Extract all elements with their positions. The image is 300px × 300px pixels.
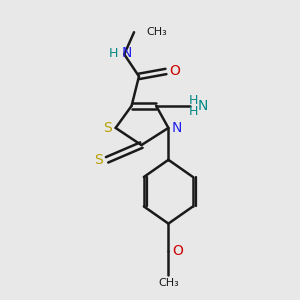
Text: S: S xyxy=(94,153,103,167)
Text: O: O xyxy=(169,64,180,79)
Text: N: N xyxy=(172,121,182,135)
Text: N: N xyxy=(198,99,208,113)
Text: H: H xyxy=(189,94,198,107)
Text: S: S xyxy=(103,121,111,135)
Text: N: N xyxy=(122,46,132,60)
Text: H: H xyxy=(109,46,119,60)
Text: CH₃: CH₃ xyxy=(158,278,179,287)
Text: O: O xyxy=(172,244,183,258)
Text: CH₃: CH₃ xyxy=(146,27,167,37)
Text: H: H xyxy=(189,105,198,118)
